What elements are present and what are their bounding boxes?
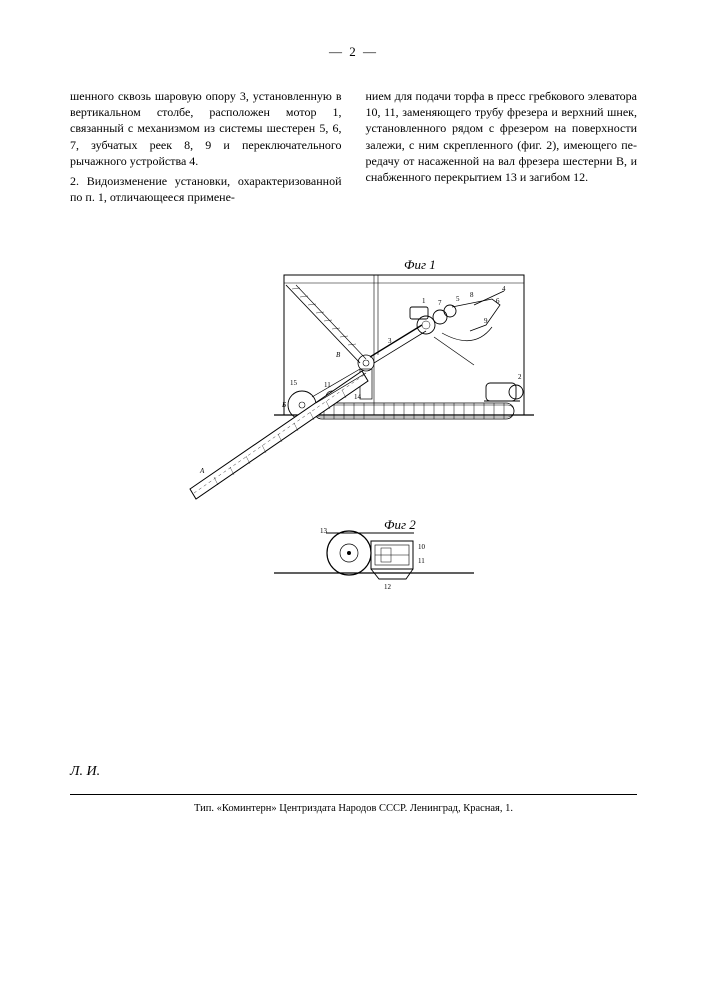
upper-mechanism bbox=[370, 291, 504, 365]
figure-2-drawing: Фиг 2 10 bbox=[174, 515, 534, 595]
figure-container: Фиг 1 bbox=[174, 255, 534, 595]
ref-number: 10 bbox=[418, 543, 426, 551]
page-number: — 2 — bbox=[70, 44, 637, 60]
body-paragraph: 2. Видоизменение установки, охаракте­риз… bbox=[70, 173, 342, 205]
ref-number: 4 bbox=[502, 285, 506, 293]
motor bbox=[484, 383, 523, 401]
figure-1-label: Фиг 1 bbox=[404, 257, 436, 272]
page: — 2 — шенного сквозь шаровую опору 3, ус… bbox=[0, 0, 707, 1000]
figure-1-drawing: Фиг 1 bbox=[174, 255, 534, 515]
column-left: шенного сквозь шаровую опору 3, уста­нов… bbox=[70, 88, 342, 209]
figure-2-label: Фиг 2 bbox=[384, 517, 416, 532]
column-right: нием для подачи торфа в пресс гребкового… bbox=[366, 88, 638, 209]
tube-a bbox=[190, 371, 368, 499]
ref-label-b: Б bbox=[281, 401, 286, 409]
ref-number: 9 bbox=[484, 317, 488, 325]
ref-number: 13 bbox=[320, 527, 328, 535]
ref-number: 15 bbox=[290, 379, 298, 387]
ref-number: 11 bbox=[418, 557, 425, 565]
figures-block: Фиг 1 bbox=[70, 255, 637, 595]
body-paragraph: шенного сквозь шаровую опору 3, уста­нов… bbox=[70, 88, 342, 169]
body-columns: шенного сквозь шаровую опору 3, уста­нов… bbox=[70, 88, 637, 209]
ref-number: 12 bbox=[384, 583, 392, 591]
footer-rule bbox=[70, 794, 637, 795]
body-paragraph: нием для подачи торфа в пресс гребкового… bbox=[366, 88, 638, 185]
ref-number: 2 bbox=[518, 373, 522, 381]
ref-number: 5 bbox=[456, 295, 460, 303]
ref-number: 3 bbox=[388, 337, 392, 345]
ref-number: 14 bbox=[354, 393, 362, 401]
elevator-box bbox=[371, 541, 413, 569]
ref-label-a: А bbox=[199, 467, 205, 475]
ref-number: 1 bbox=[422, 297, 426, 305]
ref-label-v: В bbox=[336, 351, 341, 359]
ref-number: 6 bbox=[496, 297, 500, 305]
caterpillar-track bbox=[314, 403, 514, 419]
ref-number: 8 bbox=[470, 291, 474, 299]
ref-number: 7 bbox=[438, 299, 442, 307]
footer-imprint: Тип. «Коминтерн» Центриздата Народов ССС… bbox=[70, 803, 637, 814]
footer-initials: Л. И. bbox=[70, 764, 100, 780]
